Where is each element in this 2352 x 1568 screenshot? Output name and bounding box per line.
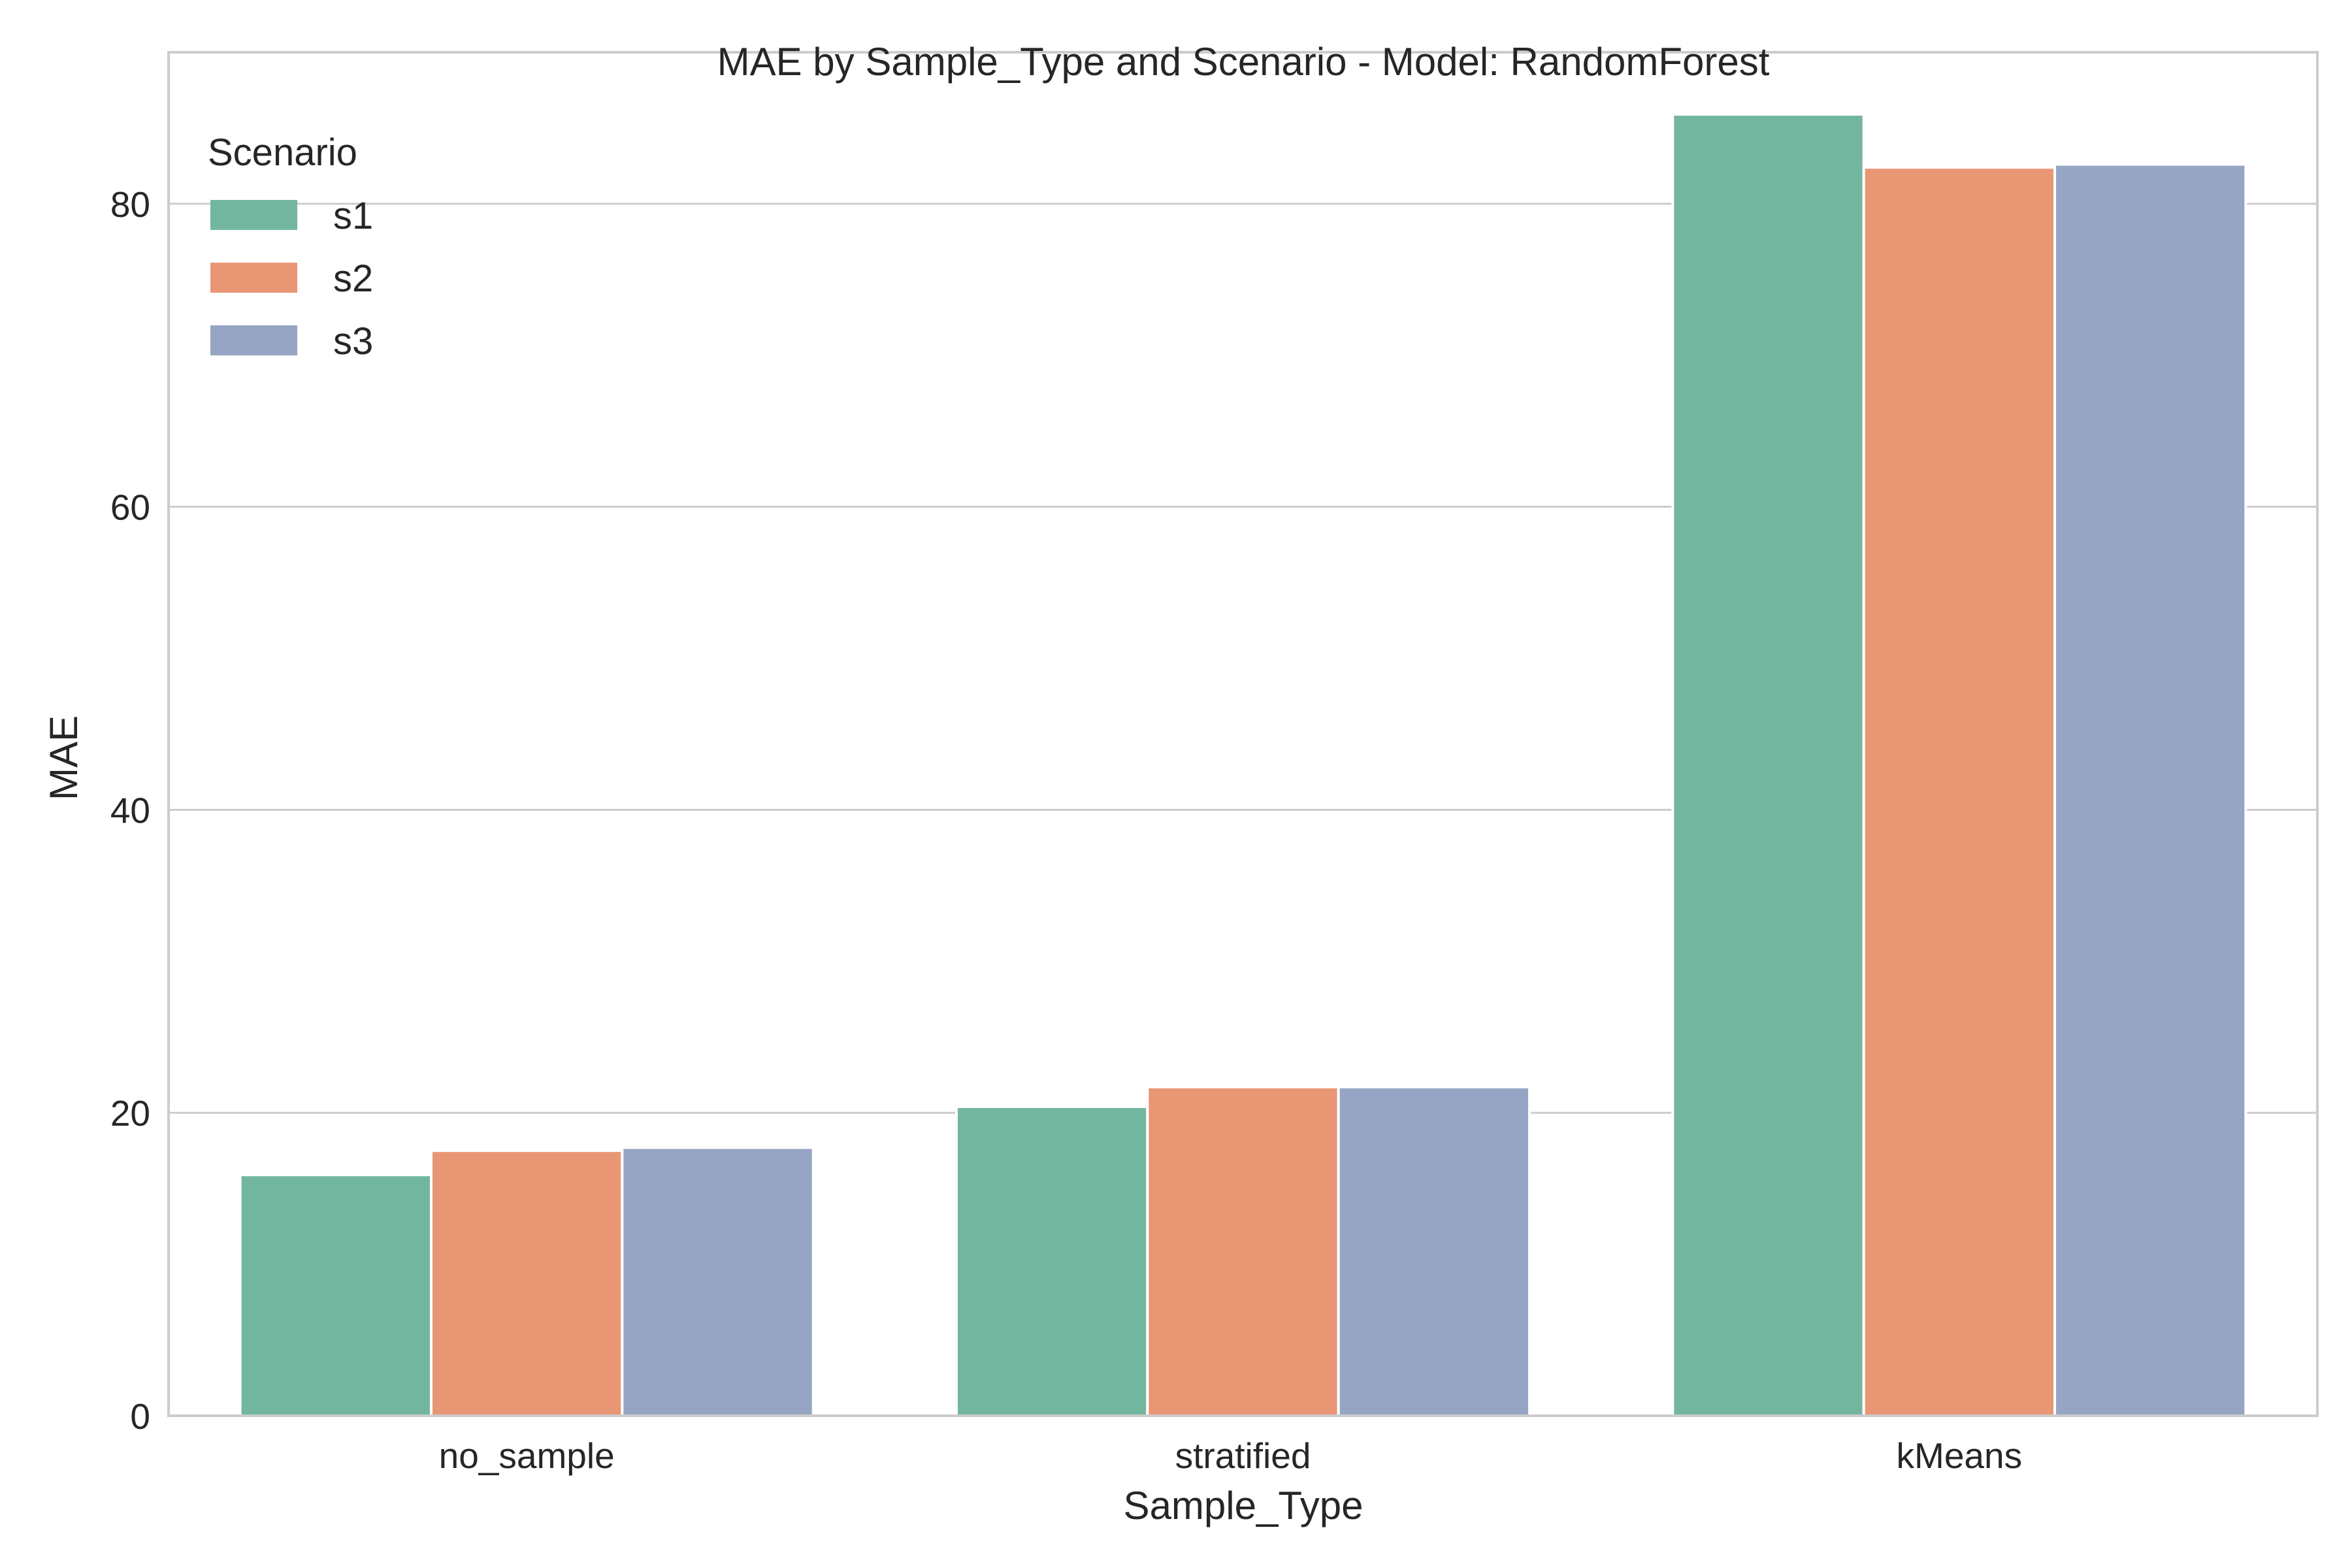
- y-tick-labels: 0 20 40 60 80: [110, 184, 150, 1437]
- legend-label-s2: s2: [333, 257, 373, 300]
- bar-s1-stratified: [955, 1105, 1149, 1417]
- legend: Scenario s1 s2 s3: [208, 131, 373, 363]
- legend-label-s3: s3: [333, 320, 373, 363]
- bar-s2-stratified: [1146, 1085, 1340, 1418]
- legend-swatch-s3: [210, 325, 297, 355]
- bar-s3-stratified: [1337, 1085, 1531, 1418]
- x-tick-label: stratified: [1175, 1435, 1311, 1476]
- y-tick-label: 20: [110, 1093, 150, 1134]
- legend-title: Scenario: [208, 131, 357, 174]
- bar-s2-kMeans: [1862, 166, 2057, 1417]
- y-tick-label: 0: [130, 1396, 150, 1437]
- bar-s2-no_sample: [429, 1149, 624, 1417]
- x-tick-label: kMeans: [1897, 1435, 2023, 1476]
- x-axis-label: Sample_Type: [1124, 1484, 1364, 1527]
- x-tick-label: no_sample: [439, 1435, 615, 1476]
- plot-frame: [167, 51, 2319, 1417]
- y-tick-label: 60: [110, 487, 150, 528]
- bar-s3-kMeans: [2053, 163, 2247, 1417]
- x-tick-labels: no_sample stratified kMeans: [439, 1435, 2023, 1476]
- bars: [238, 113, 2247, 1418]
- legend-label-s1: s1: [333, 195, 373, 237]
- y-tick-label: 80: [110, 184, 150, 225]
- bar-s1-kMeans: [1671, 113, 1865, 1417]
- y-axis-label: MAE: [42, 715, 86, 800]
- y-tick-label: 40: [110, 790, 150, 830]
- legend-swatch-s2: [210, 263, 297, 293]
- legend-swatch-s1: [210, 200, 297, 230]
- bar-s1-no_sample: [238, 1173, 433, 1417]
- legend-items: s1 s2 s3: [210, 195, 373, 363]
- bar-s3-no_sample: [621, 1146, 815, 1417]
- chart-title: MAE by Sample_Type and Scenario - Model:…: [717, 40, 1770, 84]
